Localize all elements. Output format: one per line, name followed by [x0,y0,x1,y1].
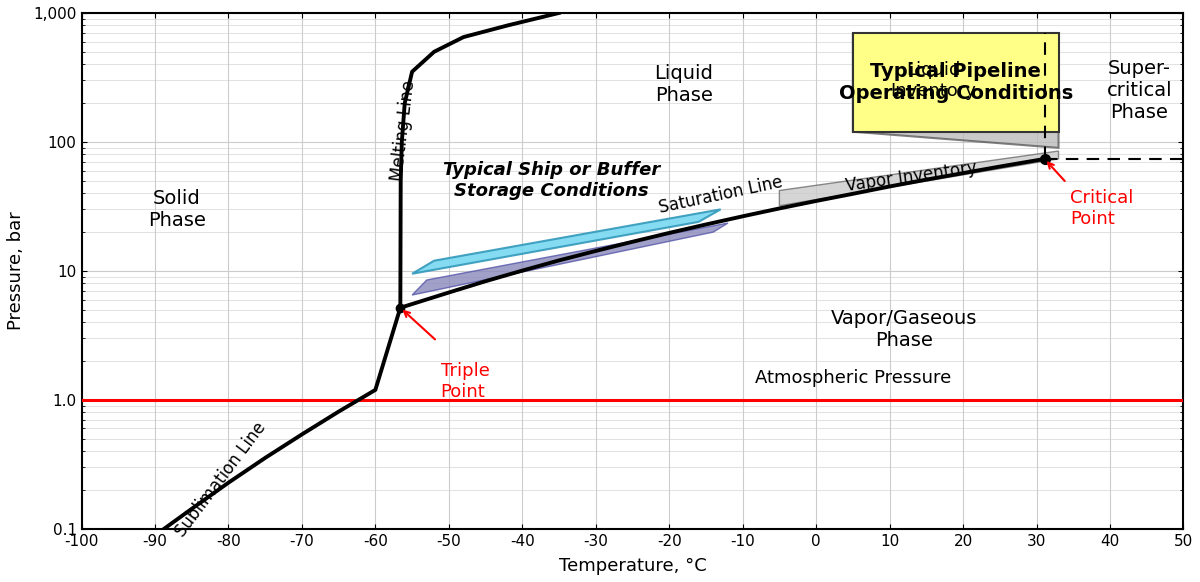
Text: Liquid
Inventory: Liquid Inventory [890,61,977,100]
Text: Sublimation Line: Sublimation Line [173,418,270,540]
Text: Typical Ship or Buffer
Storage Conditions: Typical Ship or Buffer Storage Condition… [443,161,660,200]
Text: Vapor Inventory: Vapor Inventory [845,158,978,194]
Polygon shape [853,34,1058,148]
Text: Liquid
Phase: Liquid Phase [654,64,713,105]
Text: Melting Line: Melting Line [388,79,419,182]
Polygon shape [412,210,721,274]
Text: Typical Pipeline
Operating Conditions: Typical Pipeline Operating Conditions [839,62,1073,103]
Text: Vapor/Gaseous
Phase: Vapor/Gaseous Phase [832,309,978,350]
Text: Critical
Point: Critical Point [1070,190,1134,228]
Text: Triple
Point: Triple Point [440,362,490,401]
Y-axis label: Pressure, bar: Pressure, bar [7,211,25,330]
Bar [853,33,1058,132]
Polygon shape [779,151,1058,206]
Text: Solid
Phase: Solid Phase [148,189,206,230]
Text: Atmospheric Pressure: Atmospheric Pressure [755,370,950,388]
Polygon shape [412,223,728,295]
X-axis label: Temperature, °C: Temperature, °C [558,557,707,575]
Text: Super-
critical
Phase: Super- critical Phase [1106,59,1172,122]
Text: Saturation Line: Saturation Line [658,173,785,218]
